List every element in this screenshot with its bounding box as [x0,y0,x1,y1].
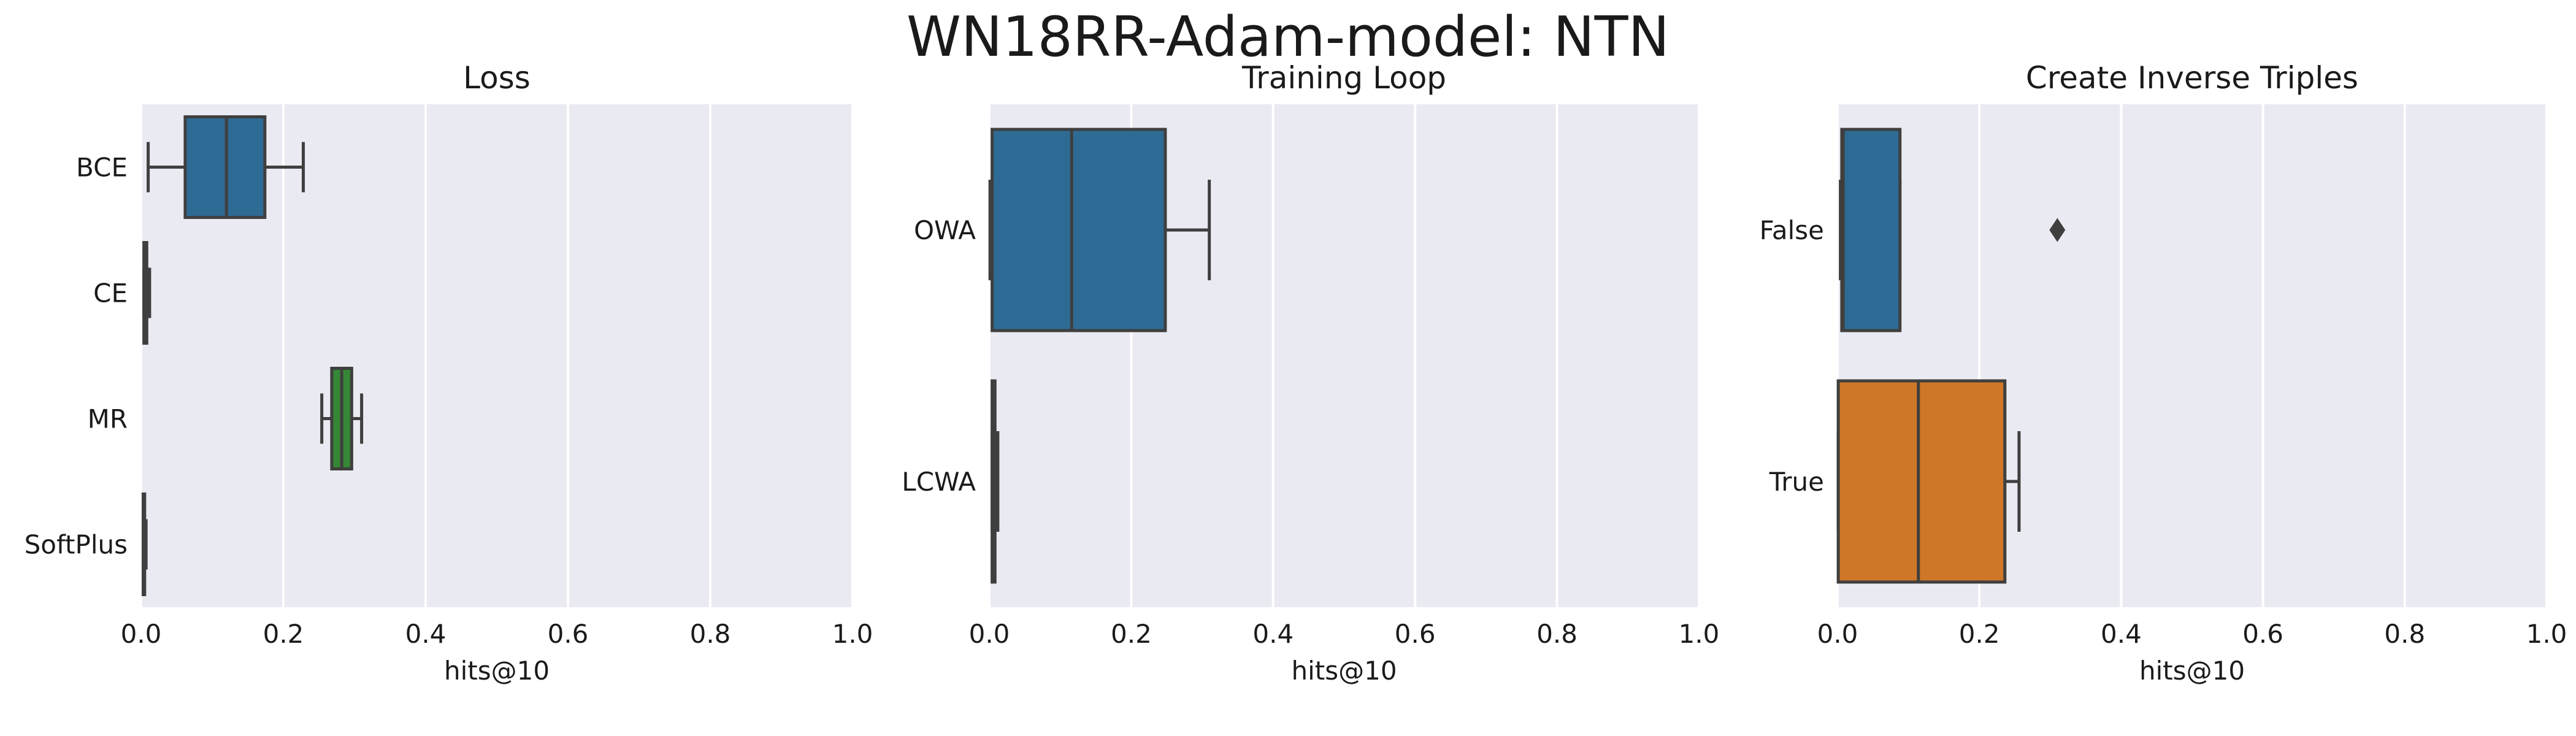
outlier-point [2049,218,2066,242]
x-tick-label: 0.6 [2242,619,2283,649]
x-axis-label: hits@10 [444,656,550,686]
y-tick-label: True [1769,467,1824,497]
y-tick-label: LCWA [902,467,976,497]
x-axis-label: hits@10 [1291,656,1397,686]
x-tick-label: 0.0 [1817,619,1858,649]
x-tick-label: 0.4 [2101,619,2142,649]
x-tick-label: 0.6 [1395,619,1436,649]
panel-title: Loss [463,60,531,96]
figure-title: WN18RR-Adam-model: NTN [907,5,1669,69]
box [991,128,1167,332]
x-tick-label: 1.0 [1679,619,1720,649]
panel-title: Create Inverse Triples [2026,60,2358,96]
x-tick-label: 0.6 [548,619,589,649]
x-tick-label: 0.4 [1252,619,1294,649]
x-tick-label: 0.8 [2384,619,2425,649]
x-tick-label: 0.0 [121,619,162,649]
y-tick-label: False [1760,215,1824,245]
y-tick-label: MR [88,404,128,434]
x-tick-label: 0.8 [690,619,731,649]
y-tick-label: BCE [76,153,128,183]
x-tick-label: 0.8 [1536,619,1577,649]
box [1840,128,1902,332]
x-tick-label: 0.4 [405,619,447,649]
box [1836,379,2007,584]
y-tick-label: OWA [914,215,976,245]
x-tick-label: 0.0 [969,619,1010,649]
x-tick-label: 0.2 [263,619,304,649]
panel-title: Training Loop [1241,60,1446,96]
x-tick-label: 0.2 [1959,619,2000,649]
x-tick-label: 1.0 [2526,619,2567,649]
y-tick-label: SoftPlus [25,530,128,560]
x-tick-label: 0.2 [1111,619,1152,649]
y-tick-label: CE [93,278,128,309]
x-tick-label: 1.0 [832,619,873,649]
x-axis-label: hits@10 [2139,656,2245,686]
